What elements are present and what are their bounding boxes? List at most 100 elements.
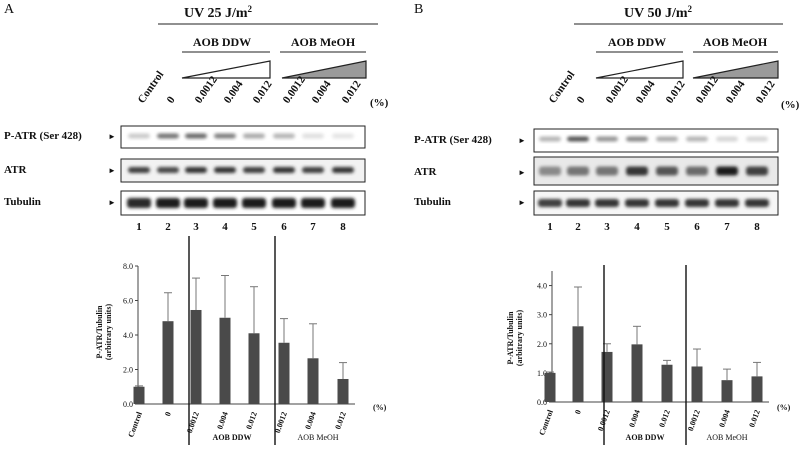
lane-label: 0 [575, 94, 588, 106]
lane-numbers: 1 2 3 4 5 6 7 8 [547, 221, 760, 233]
blot-band [273, 167, 295, 173]
blot-band [243, 133, 265, 139]
x-tick-label: 0.004 [627, 409, 642, 429]
x-tick-label: 0.012 [244, 411, 259, 431]
lane-label: 0.012 [664, 78, 688, 106]
unit-label: (%) [777, 403, 791, 412]
blot-band [596, 136, 618, 142]
lane-label: 0.012 [340, 78, 364, 106]
blot-band [242, 198, 266, 208]
blot-band [685, 199, 709, 207]
bar-chart: 0.0 1.0 2.0 3.0 4.0 P-ATR/Tubulin (arbitrary u… [506, 265, 791, 445]
blot-band [567, 136, 589, 142]
lane-label: 0.012 [251, 78, 275, 106]
blot-band [715, 199, 739, 207]
blot-band [656, 166, 678, 176]
group-label: AOB MeOH [297, 433, 338, 442]
y-axis-label: P-ATR/Tubulin [95, 305, 104, 358]
y-tick-label: 0.0 [537, 398, 547, 407]
lane-label: 0.004 [634, 78, 658, 106]
blot-band [596, 166, 618, 176]
blot-band [625, 199, 649, 207]
y-tick-label: 8.0 [123, 262, 133, 271]
bar [601, 351, 613, 402]
blot-band [185, 167, 207, 173]
blot-band [539, 166, 561, 176]
blot-p-atr [120, 125, 366, 149]
x-tick-label: Control [126, 410, 144, 439]
group-label: AOB DDW [193, 35, 251, 49]
bar [133, 386, 145, 404]
bar-chart: 0.0 2.0 4.0 6.0 8.0 P-ATR/Tubulin (arbitrary u… [95, 236, 387, 445]
concentration-wedge [281, 60, 367, 79]
lane-number: 7 [310, 221, 316, 233]
lane-label: 0.004 [724, 78, 748, 106]
bar [162, 321, 174, 404]
blot-label: Tubulin [4, 196, 41, 208]
lane-number: 8 [754, 221, 760, 233]
bar [661, 364, 673, 402]
blot-band [213, 198, 237, 208]
x-tick-label: 0 [573, 409, 583, 416]
blot-label: ATR [4, 164, 27, 176]
bar [248, 333, 260, 404]
bar [721, 380, 733, 402]
blot-band [595, 199, 619, 207]
blot-arrow: ► [518, 136, 526, 145]
percent-label: (%) [370, 97, 389, 109]
condition-label: UV 25 J/m2 [184, 4, 253, 21]
blot-band [656, 136, 678, 142]
blot-arrow: ► [108, 132, 116, 141]
y-tick-label: 2.0 [123, 366, 133, 375]
bar [631, 344, 643, 402]
group-label: AOB DDW [213, 433, 252, 442]
blot-band [626, 136, 648, 142]
concentration-wedge [692, 60, 779, 79]
panel-letter: A [4, 2, 15, 17]
x-tick-label: 0.0012 [185, 411, 201, 435]
lane-label: 0 [165, 94, 178, 106]
blot-band [567, 166, 589, 176]
x-tick-label: 0 [163, 411, 173, 418]
blot-band [538, 199, 562, 207]
blot-band [302, 133, 324, 139]
lane-number: 5 [251, 221, 257, 233]
blot-band [184, 198, 208, 208]
x-tick-label: 0.0012 [596, 409, 612, 433]
x-tick-label: Control [537, 408, 555, 437]
blot-arrow: ► [108, 198, 116, 207]
y-tick-label: 3.0 [537, 311, 547, 320]
blot-band [332, 133, 354, 139]
lane-number: 6 [694, 221, 700, 233]
concentration-wedge [181, 60, 271, 79]
blot-band [214, 167, 236, 173]
bar [751, 376, 763, 402]
blot-band [566, 199, 590, 207]
blot-band [331, 198, 355, 208]
blot-arrow: ► [518, 168, 526, 177]
x-tick-label: 0.012 [333, 411, 348, 431]
y-axis-label: (arbitrary units) [104, 304, 113, 361]
lane-number: 5 [664, 221, 670, 233]
blot-band [243, 167, 265, 173]
group-label: AOB DDW [608, 35, 666, 49]
blot-arrow: ► [108, 166, 116, 175]
y-tick-label: 1.0 [537, 369, 547, 378]
blot-band [301, 198, 325, 208]
blot-p-atr [533, 128, 779, 153]
blot-band [686, 166, 708, 176]
group-label: AOB MeOH [703, 35, 768, 49]
x-tick-label: 0.004 [215, 411, 230, 431]
blot-band [185, 133, 207, 139]
y-axis-label: (arbitrary units) [515, 310, 524, 367]
group-label: AOB DDW [626, 433, 665, 442]
panel-a: A UV 25 J/m2 AOB DDW AOB MeOH Control 0 0.… [4, 2, 389, 445]
blot-band [127, 198, 151, 208]
blot-band [626, 166, 648, 176]
blot-band [157, 133, 179, 139]
y-axis-label: P-ATR/Tubulin [506, 311, 515, 364]
blot-band [655, 199, 679, 207]
blot-band [686, 136, 708, 142]
group-label: AOB MeOH [706, 433, 747, 442]
